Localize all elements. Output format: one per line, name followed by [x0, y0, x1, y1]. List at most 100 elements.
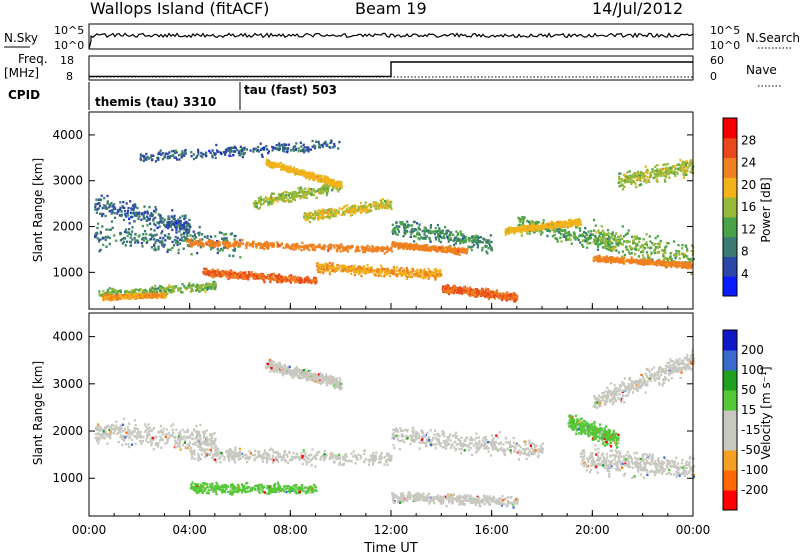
power-cell [339, 264, 342, 268]
power-cell [456, 252, 459, 255]
power-cell [173, 151, 176, 155]
power-cell [303, 214, 306, 217]
power-cell [419, 272, 422, 275]
power-cell [242, 276, 245, 279]
power-cell [319, 211, 322, 214]
power-cell [685, 245, 688, 249]
power-cell [219, 275, 222, 278]
power-cell [689, 162, 692, 166]
power-cell [113, 203, 116, 206]
power-cell [478, 239, 481, 243]
power-cell [216, 244, 219, 248]
power-cell [439, 240, 442, 244]
power-cell [304, 246, 307, 249]
power-cell [399, 242, 402, 245]
power-cell [386, 207, 389, 210]
power-cell [275, 165, 279, 168]
power-cell [201, 288, 205, 291]
power-cell [340, 266, 343, 269]
power-cell [447, 237, 450, 241]
power-cell [340, 213, 343, 216]
power-cell [173, 214, 176, 218]
power-cell [331, 189, 334, 192]
power-cell [572, 234, 575, 237]
power-cell [321, 217, 324, 220]
power-cell [388, 274, 392, 278]
power-cell [676, 163, 679, 167]
power-cell [138, 215, 141, 218]
power-cell [131, 230, 134, 233]
power-cell [269, 273, 272, 277]
power-cell [181, 214, 184, 218]
power-cell [195, 289, 198, 292]
power-cell [652, 243, 655, 247]
power-cell [184, 220, 188, 224]
power-cell [394, 231, 397, 234]
power-cell [628, 240, 631, 243]
power-cell [281, 197, 284, 200]
power-cell [377, 207, 380, 210]
power-cell [270, 166, 273, 169]
power-cell [441, 285, 445, 288]
power-cell [313, 246, 317, 249]
power-cell [303, 196, 306, 199]
power-cell [513, 297, 516, 300]
power-cell [255, 245, 258, 248]
power-cell [335, 244, 338, 247]
power-cell [496, 293, 499, 297]
power-cell [101, 214, 104, 218]
power-cell [323, 247, 326, 250]
power-cell [601, 229, 604, 232]
power-cell [418, 233, 421, 236]
power-cell [166, 220, 169, 224]
power-cell [129, 236, 132, 239]
power-cell [310, 193, 313, 196]
power-cell [428, 236, 431, 240]
power-cell [277, 165, 280, 168]
power-cell [679, 167, 683, 170]
power-cell [270, 202, 273, 206]
power-cell [236, 148, 239, 152]
power-cell [320, 263, 323, 266]
power-cell [459, 240, 462, 244]
power-cell [465, 289, 468, 293]
power-cell [584, 237, 587, 240]
power-cell [462, 241, 465, 244]
power-cell [258, 273, 261, 276]
power-cell [238, 276, 241, 279]
power-cell [338, 184, 341, 187]
power-cell [214, 156, 217, 160]
power-cell [661, 168, 664, 171]
power-cell [115, 293, 118, 297]
power-cell [175, 231, 178, 234]
power-cell [363, 204, 366, 207]
power-cell [303, 170, 306, 173]
power-cell [148, 218, 151, 221]
power-cell [326, 185, 329, 188]
power-cell [627, 229, 630, 232]
power-cell [653, 169, 656, 173]
power-cell [578, 227, 582, 230]
power-cell [521, 222, 525, 225]
power-cell [124, 210, 127, 213]
power-cell [153, 234, 156, 237]
power-cell [189, 241, 192, 244]
power-cell [383, 204, 386, 207]
power-cell [412, 269, 415, 273]
nsky-tick-top: 10^5 [54, 24, 84, 37]
power-cell [317, 263, 320, 267]
power-cell [374, 207, 378, 211]
power-cell [397, 273, 400, 276]
power-cell [259, 195, 262, 199]
power-cell [224, 153, 227, 156]
power-cell [362, 265, 365, 268]
power-cell [389, 200, 392, 204]
power-cell [452, 288, 455, 291]
power-cell [592, 233, 595, 236]
power-cell [189, 286, 192, 289]
power-cell [249, 149, 252, 152]
power-cell [589, 233, 592, 236]
power-cell [123, 237, 127, 240]
power-cell [476, 240, 480, 243]
power-cell [323, 270, 326, 273]
